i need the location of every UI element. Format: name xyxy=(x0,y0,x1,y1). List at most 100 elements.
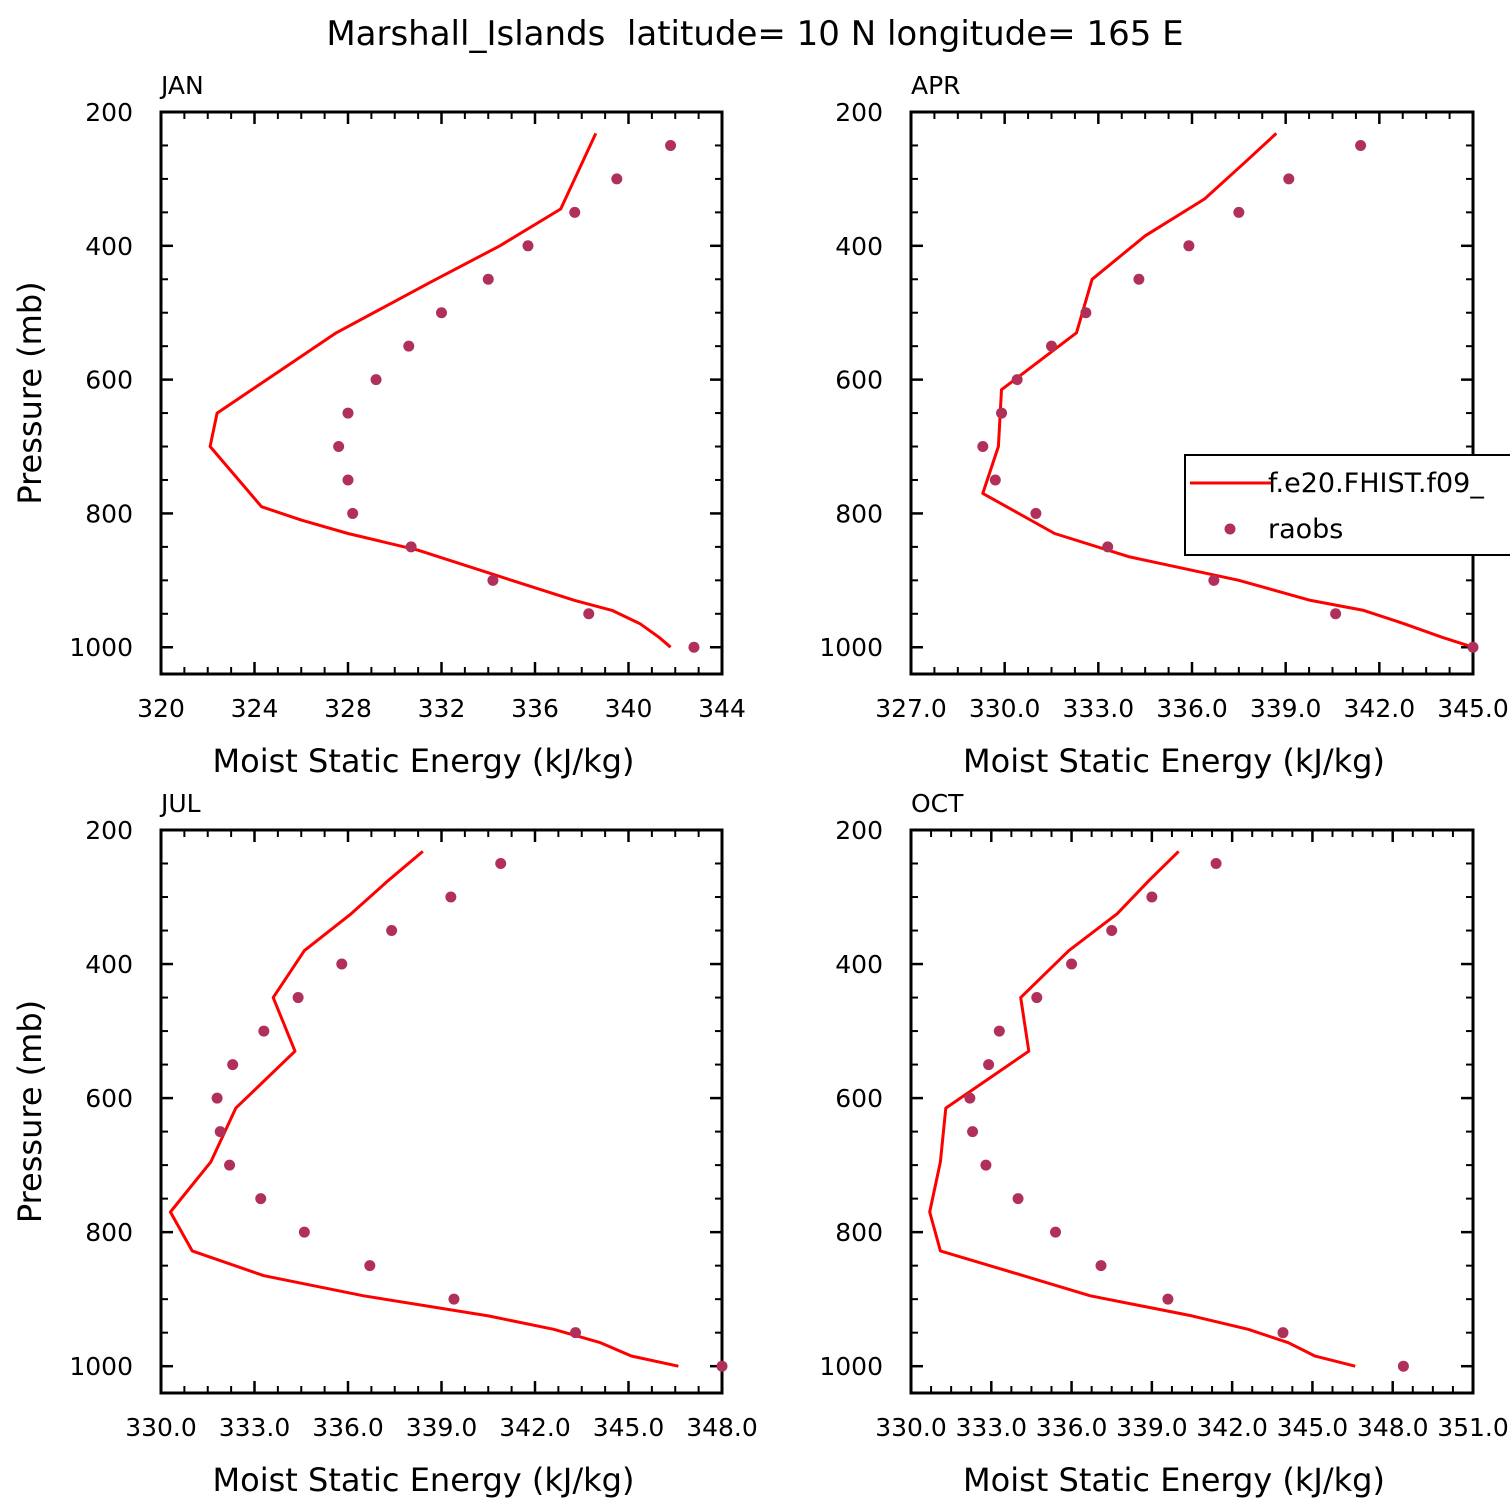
y-axis-label: Pressure (mb) xyxy=(11,281,49,504)
raob-point xyxy=(570,1327,582,1339)
raob-point xyxy=(1146,891,1158,903)
legend-point-swatch xyxy=(1224,523,1236,535)
raob-point xyxy=(482,273,494,285)
raob-point xyxy=(1106,925,1118,937)
raob-point xyxy=(448,1293,460,1305)
y-tick-label: 1000 xyxy=(69,1352,133,1381)
x-axis-label: Moist Static Energy (kJ/kg) xyxy=(963,742,1385,780)
raob-point xyxy=(611,173,623,185)
raob-point xyxy=(436,307,447,319)
raob-point xyxy=(255,1193,267,1205)
y-tick-label: 800 xyxy=(85,499,133,528)
x-tick-label: 342.0 xyxy=(1196,1413,1268,1442)
raob-point xyxy=(386,925,398,937)
raob-point xyxy=(1030,507,1042,519)
raob-point xyxy=(370,374,382,386)
x-tick-label: 333.0 xyxy=(219,1413,291,1442)
raob-point xyxy=(1095,1260,1107,1272)
x-tick-label: 336.0 xyxy=(1036,1413,1108,1442)
raob-point xyxy=(1330,608,1342,620)
x-tick-label: 339.0 xyxy=(1116,1413,1188,1442)
raob-point xyxy=(1467,641,1479,653)
raob-point xyxy=(1162,1293,1174,1305)
raob-point xyxy=(336,958,348,970)
y-tick-label: 400 xyxy=(835,232,883,261)
raob-point xyxy=(1397,1360,1409,1372)
y-tick-label: 200 xyxy=(835,816,883,845)
raob-point xyxy=(445,891,457,903)
model-line xyxy=(168,850,679,1368)
raob-point xyxy=(1355,139,1367,151)
panel-jul: JUL 330.0 333.0 336.0 339.0 342.0 345.0 348.0 20… xyxy=(11,789,758,1499)
raob-point xyxy=(964,1092,976,1104)
raob-point xyxy=(347,507,359,519)
raob-point xyxy=(211,1092,223,1104)
x-tick-label: 333.0 xyxy=(1063,694,1135,723)
x-axis-label: Moist Static Energy (kJ/kg) xyxy=(963,1461,1385,1499)
x-tick-label: 332 xyxy=(418,694,466,723)
raob-point xyxy=(1080,307,1092,319)
x-tick-label: 348.0 xyxy=(686,1413,758,1442)
panel-apr: APR 327.0 330.0 333.0 336.0 339.0 342.0 345.0 20… xyxy=(819,71,1508,780)
x-tick-label: 345.0 xyxy=(593,1413,665,1442)
raob-point xyxy=(333,441,345,453)
x-tick-label: 330.0 xyxy=(125,1413,197,1442)
raob-point xyxy=(716,1360,728,1372)
raob-point xyxy=(1102,541,1114,553)
legend-label-model: f.e20.FHIST.f09_ xyxy=(1268,468,1484,499)
x-tick-label: 330.0 xyxy=(969,694,1041,723)
y-tick-label: 800 xyxy=(835,499,883,528)
raob-point xyxy=(1133,273,1145,285)
raob-point xyxy=(1050,1226,1062,1238)
x-tick-label: 342.0 xyxy=(1344,694,1416,723)
y-tick-label: 400 xyxy=(85,950,133,979)
x-tick-label: 339.0 xyxy=(406,1413,478,1442)
figure-title: Marshall_Islands latitude= 10 N longitud… xyxy=(326,14,1183,54)
x-tick-label: 339.0 xyxy=(1250,694,1322,723)
x-tick-label: 345.0 xyxy=(1277,1413,1349,1442)
raob-point xyxy=(1183,240,1195,252)
y-tick-label: 600 xyxy=(835,1084,883,1113)
model-line xyxy=(928,850,1356,1368)
raob-point xyxy=(967,1126,979,1138)
raob-point xyxy=(258,1025,270,1037)
x-tick-label: 336 xyxy=(511,694,559,723)
raob-point xyxy=(403,340,415,352)
y-tick-label: 600 xyxy=(835,366,883,395)
x-tick-label: 336.0 xyxy=(312,1413,384,1442)
panel-label: OCT xyxy=(911,789,964,818)
y-tick-label: 1000 xyxy=(819,633,883,662)
raob-point xyxy=(1012,1193,1024,1205)
y-tick-label: 1000 xyxy=(819,1352,883,1381)
panel-jan: JAN 320 324 328 332 336 340 344 200 400 600 800 1000… xyxy=(11,71,746,780)
raob-point xyxy=(1233,206,1245,218)
x-tick-label: 328 xyxy=(324,694,372,723)
raob-point xyxy=(977,441,989,453)
legend-label-raobs: raobs xyxy=(1268,514,1343,545)
raob-point xyxy=(342,407,354,419)
raob-point xyxy=(980,1159,992,1171)
raob-point xyxy=(364,1260,376,1272)
plot-frame xyxy=(909,110,1475,676)
y-tick-label: 200 xyxy=(835,98,883,127)
y-tick-label: 600 xyxy=(85,1084,133,1113)
panel-label: APR xyxy=(911,71,961,100)
raob-point xyxy=(688,641,700,653)
x-tick-label: 330.0 xyxy=(875,1413,947,1442)
x-tick-label: 348.0 xyxy=(1357,1413,1429,1442)
x-tick-label: 336.0 xyxy=(1156,694,1228,723)
model-line xyxy=(208,132,672,649)
x-tick-label: 333.0 xyxy=(955,1413,1027,1442)
panel-oct: OCT 330.0 333.0 336.0 339.0 342.0 345.0 348.0 35… xyxy=(819,789,1508,1499)
raob-point xyxy=(487,574,499,586)
y-tick-label: 400 xyxy=(85,232,133,261)
raob-point xyxy=(665,139,677,151)
x-tick-label: 327.0 xyxy=(875,694,947,723)
raob-point xyxy=(227,1059,239,1071)
x-tick-label: 324 xyxy=(231,694,279,723)
y-tick-label: 1000 xyxy=(69,633,133,662)
y-tick-label: 600 xyxy=(85,366,133,395)
raob-point xyxy=(405,541,417,553)
x-tick-label: 351.0 xyxy=(1437,1413,1509,1442)
